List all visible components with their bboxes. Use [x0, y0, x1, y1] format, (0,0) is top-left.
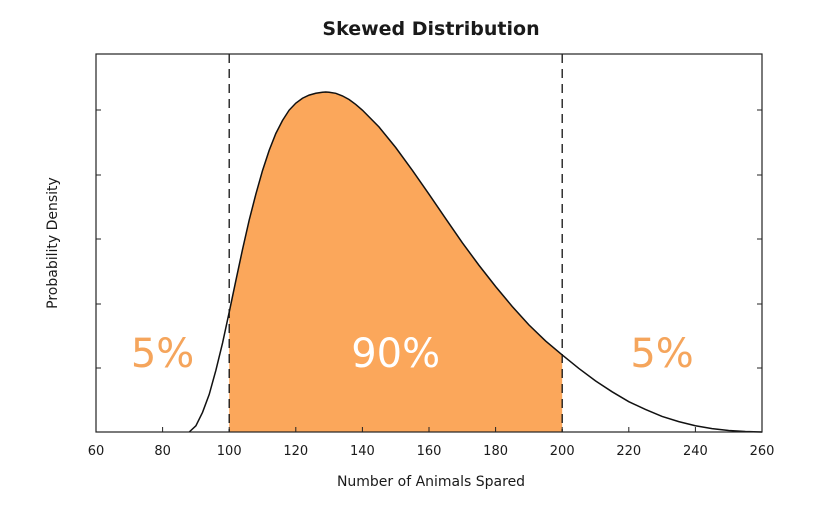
plot-area: 5% 90% 5%: [131, 54, 763, 433]
x-tick-label-180: 180: [483, 444, 508, 459]
x-axis-label: Number of Animals Spared: [337, 474, 525, 490]
x-tick-label-80: 80: [154, 444, 171, 459]
chart-title: Skewed Distribution: [322, 18, 539, 40]
axis-ticks: 60 80 100 120 140 160 180 200 220 240 260: [88, 53, 775, 459]
x-tick-label-120: 120: [283, 444, 308, 459]
x-tick-label-60: 60: [88, 444, 105, 459]
region-label-0: 5%: [131, 331, 194, 377]
x-tick-label-220: 220: [616, 444, 641, 459]
x-tick-label-240: 240: [683, 444, 708, 459]
x-tick-label-260: 260: [750, 444, 775, 459]
shaded-area-90: [229, 92, 563, 432]
x-tick-label-140: 140: [350, 444, 375, 459]
x-tick-label-200: 200: [550, 444, 575, 459]
y-axis-label: Probability Density: [45, 177, 61, 309]
region-label-2: 5%: [630, 331, 693, 377]
x-tick-label-100: 100: [217, 444, 242, 459]
x-tick-label-160: 160: [417, 444, 442, 459]
region-label-1: 90%: [351, 331, 440, 377]
density-curve: [188, 91, 763, 433]
